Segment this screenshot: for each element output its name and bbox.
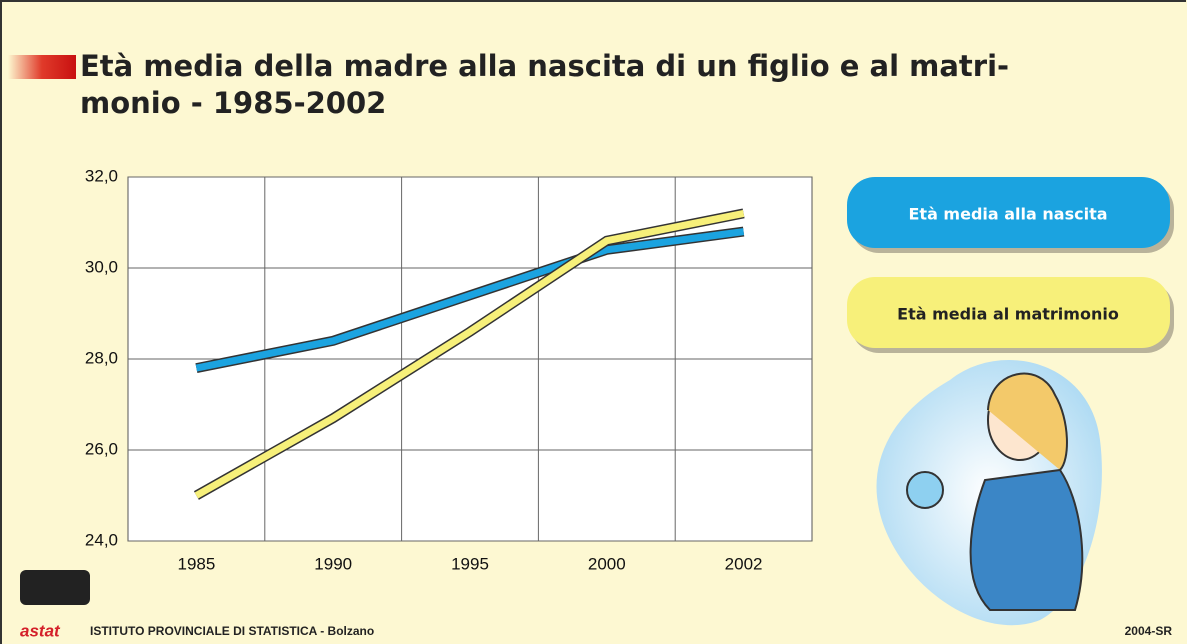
legend-label: Età media al matrimonio: [897, 305, 1119, 324]
logo-text: astat: [20, 621, 61, 640]
x-tick-label: 1985: [177, 554, 215, 573]
legend-label: Età media alla nascita: [908, 205, 1107, 224]
institute: ISTITUTO PROVINCIALE DI STATISTICA - Bol…: [90, 624, 374, 638]
y-tick-label: 24,0: [85, 530, 118, 549]
y-tick-label: 26,0: [85, 439, 118, 458]
chart-title: Età media della madre alla nascita di un…: [80, 49, 1009, 83]
chart-title: monio - 1985-2002: [80, 86, 386, 120]
code: 2004-SR: [1125, 624, 1173, 638]
x-tick-label: 1995: [451, 554, 489, 573]
x-tick-label: 1990: [314, 554, 352, 573]
y-tick-label: 28,0: [85, 348, 118, 367]
slide: Età media della madre alla nascita di un…: [0, 0, 1187, 644]
x-tick-label: 2002: [725, 554, 763, 573]
logo-mark: [20, 570, 90, 605]
y-tick-label: 30,0: [85, 257, 118, 276]
x-tick-label: 2000: [588, 554, 626, 573]
y-tick-label: 32,0: [85, 166, 118, 185]
title-accent: [8, 55, 76, 79]
